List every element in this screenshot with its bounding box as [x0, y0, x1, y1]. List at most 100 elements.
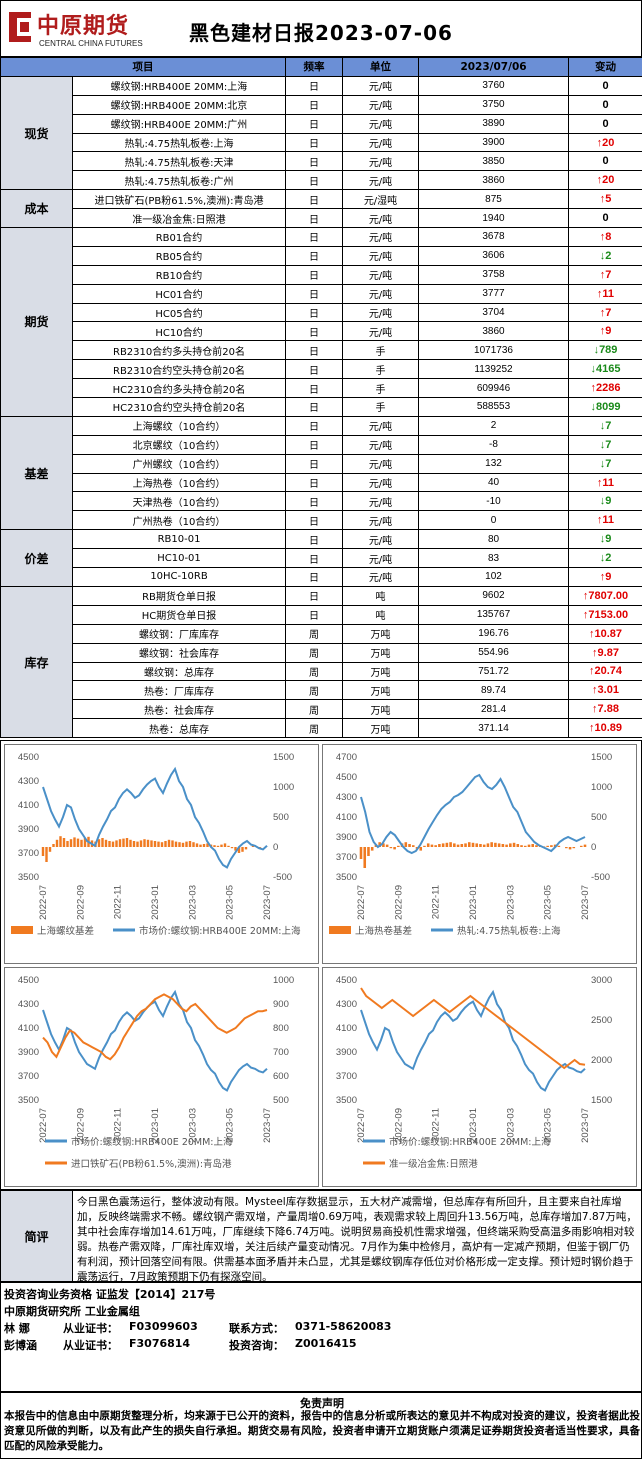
table-row: RB2310合约多头持仓前20名日手 1071736 ↓789 [1, 340, 642, 361]
arrow-up-icon: ↑ [599, 306, 606, 319]
arrow-up-icon: ↑ [596, 174, 603, 187]
change-cell: ↑20 [568, 170, 642, 191]
basis-bar [206, 843, 209, 847]
x-tick-label: 2023-07 [580, 1108, 591, 1143]
y2-tick-label: 700 [273, 1047, 289, 1058]
disclaimer-title: 免责声明 [300, 1397, 344, 1410]
item-cell: 热卷：总库存 [72, 718, 286, 739]
basis-bar [227, 845, 230, 847]
y2-tick-label: 500 [591, 812, 607, 823]
arrow-up-icon: ↑ [596, 287, 603, 300]
value-cell: 89.74 [418, 680, 569, 701]
change-value: 0 [602, 212, 609, 225]
arrow-up-icon: ↑ [599, 570, 606, 583]
unit-cell: 元/吨 [342, 472, 419, 493]
basis-bar [101, 838, 104, 847]
basis-bar [520, 845, 523, 847]
basis-bar [188, 841, 192, 847]
unit-cell: 元/吨 [342, 94, 419, 115]
unit-cell: 吨 [342, 585, 419, 606]
freq-cell: 日 [285, 75, 343, 96]
department-line: 中原期货研究所 工业金属组 [4, 1305, 140, 1318]
basis-bar [385, 844, 389, 847]
basis-bar [456, 844, 460, 847]
basis-bar [192, 842, 195, 847]
basis-bar [527, 844, 531, 847]
change-value: 8099 [596, 400, 621, 413]
value-cell: 3777 [418, 283, 569, 304]
value-cell: 3760 [418, 75, 569, 96]
y2-tick-label: -500 [273, 872, 292, 883]
x-tick-label: 2023-03 [505, 885, 516, 920]
market-commentary: 简评 今日黑色震荡运行，整体波动有限。Mysteel库存数据显示，五大材产减需增… [0, 1190, 642, 1283]
table-row: 成本 进口铁矿石(PB粉61.5%,澳洲):青岛港日元/湿吨 875 ↑5 [0, 189, 642, 229]
freq-cell: 周 [285, 623, 343, 644]
change-value: 7 [605, 438, 612, 451]
item-cell: 上海螺纹（10合约） [72, 415, 286, 436]
basis-bar [220, 844, 223, 847]
value-cell: 40 [418, 472, 569, 493]
item-cell: 北京螺纹（10合约） [72, 434, 286, 455]
change-value: 11 [602, 287, 615, 300]
change-cell: 0 [568, 208, 642, 229]
basis-bar [475, 843, 479, 847]
table-row: 上海热卷（10合约）日元/吨 40 ↑11 [1, 472, 642, 493]
basis-bar [251, 845, 255, 847]
y2-tick-label: 500 [273, 1095, 289, 1106]
value-cell: 609946 [418, 378, 569, 399]
analyst-2-contact-label: 投资咨询： [229, 1339, 284, 1352]
basis-bar [73, 837, 76, 847]
disclaimer: 免责声明 本报告中的信息由中原期货整理分析，均来源于已公开的资料，报告中的信息分… [0, 1392, 642, 1459]
freq-cell: 周 [285, 642, 343, 663]
commentary-label: 简评 [1, 1191, 73, 1281]
change-cell: ↑3.01 [568, 680, 642, 701]
basis-bar [125, 838, 129, 847]
y2-tick-label: 900 [273, 999, 289, 1010]
change-cell: 0 [568, 151, 642, 172]
chart-shanghai-rebar-basis: 3500 3700 3900 4100 4300 4500 -500 0 500 1000 1500… [4, 744, 319, 964]
basis-bar [41, 847, 45, 856]
basis-bar [550, 845, 553, 847]
x-tick-label: 2023-05 [225, 1108, 236, 1143]
basis-bar [460, 844, 464, 847]
freq-cell: 日 [285, 302, 343, 323]
basis-bar [535, 845, 538, 847]
change-value: 7 [605, 306, 612, 319]
y-tick-label: 3900 [18, 824, 39, 835]
unit-cell: 元/吨 [342, 245, 419, 266]
table-row: 北京螺纹（10合约）日元/吨 -8 ↓7 [1, 434, 642, 455]
arrow-down-icon: ↓ [599, 533, 606, 546]
item-cell: 热轧:4.75热轧板卷:上海 [72, 132, 286, 153]
change-value: 0 [602, 117, 609, 130]
basis-bar [494, 842, 497, 847]
change-value: 11 [602, 476, 615, 489]
arrow-down-icon: ↓ [590, 400, 597, 413]
item-cell: HC2310合约空头持仓前20名 [72, 397, 286, 417]
basis-bar [445, 842, 449, 847]
basis-bar [363, 847, 367, 868]
basis-bar [464, 843, 467, 847]
change-cell: ↑20 [568, 132, 642, 153]
unit-cell: 元/吨 [342, 227, 419, 247]
unit-cell: 元/吨 [342, 510, 419, 531]
basis-bar [83, 838, 87, 847]
unit-cell: 元/吨 [342, 529, 419, 550]
series-line [360, 989, 586, 1092]
x-tick-label: 2022-11 [113, 1108, 124, 1142]
basis-bar [213, 845, 216, 847]
basis-bar [471, 842, 475, 847]
legend-label: 市场价:螺纹钢:HRB400E 20MM:上海 [139, 925, 301, 937]
value-cell: 588553 [418, 397, 569, 417]
item-cell: HC10合约 [72, 321, 286, 342]
freq-cell: 日 [285, 94, 343, 115]
basis-bar [55, 839, 59, 847]
change-value: 0 [602, 79, 609, 92]
value-cell: 751.72 [418, 661, 569, 682]
basis-bar [122, 838, 125, 847]
table-row: 热轧:4.75热轧板卷:广州日元/吨 3860 ↑20 [1, 170, 642, 191]
change-cell: ↑7807.00 [568, 585, 642, 606]
change-cell: 0 [568, 75, 642, 96]
basis-bar [516, 844, 520, 847]
basis-bar [171, 840, 174, 847]
table-row: 天津热卷（10合约）日元/吨 -10 ↓9 [1, 491, 642, 512]
